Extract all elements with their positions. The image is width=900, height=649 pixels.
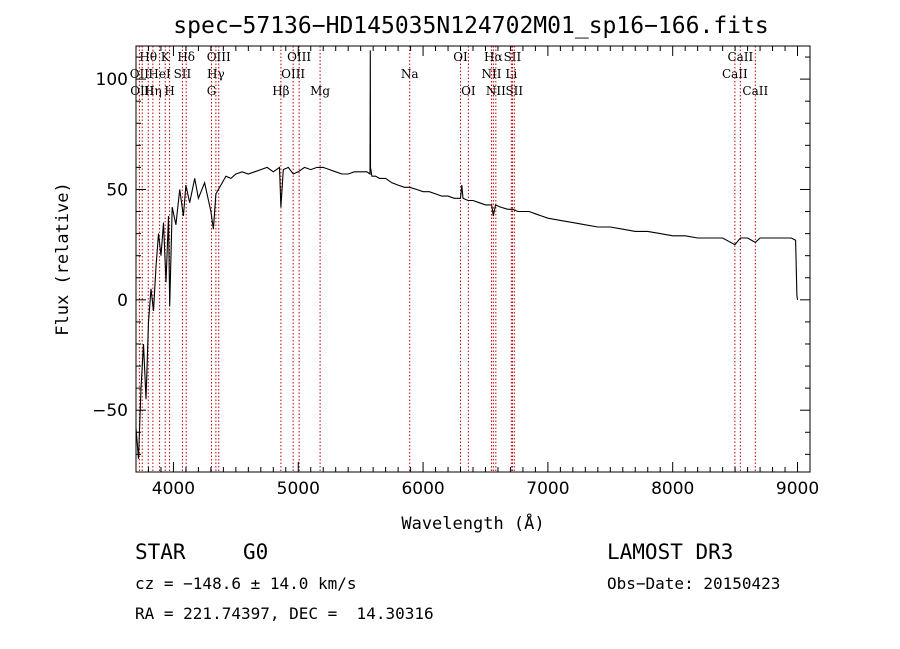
- line-marker-label: Hβ: [272, 84, 289, 98]
- line-marker-label: HeI: [148, 67, 171, 81]
- line-marker-label: K: [161, 50, 171, 64]
- y-axis-ticks: −50 0 50 100: [92, 56, 810, 455]
- line-marker-label: OIII: [281, 67, 305, 81]
- line-marker-label: Mg: [310, 84, 330, 98]
- observation-date: Obs−Date: 20150423: [607, 574, 781, 593]
- y-tick-label: 0: [117, 291, 128, 311]
- line-marker-label: Hγ: [207, 67, 225, 81]
- line-marker-label: H: [164, 84, 174, 98]
- line-marker-label: OI: [453, 50, 468, 64]
- coordinates: RA = 221.74397, DEC = 14.30316: [135, 604, 434, 623]
- line-marker-label: CaII: [742, 84, 768, 98]
- plot-frame: [135, 45, 811, 473]
- subclass: G0: [243, 540, 269, 564]
- line-marker-label: Li: [505, 67, 517, 81]
- x-tick-label: 9000: [776, 479, 819, 499]
- line-marker-label: OIII: [287, 50, 311, 64]
- x-tick-label: 7000: [526, 479, 569, 499]
- spectrum-line: [135, 50, 799, 459]
- x-tick-label: 5000: [277, 479, 320, 499]
- line-marker-label: OI: [461, 84, 476, 98]
- y-tick-label: −50: [92, 401, 128, 421]
- line-marker-label: NII: [486, 84, 506, 98]
- y-axis-label: Flux (relative): [53, 182, 73, 336]
- line-marker-label: NII: [481, 67, 501, 81]
- line-marker-label: Hδ: [177, 50, 195, 64]
- redshift-velocity: cz = −148.6 ± 14.0 km/s: [135, 574, 357, 593]
- line-marker-label: SII: [505, 84, 523, 98]
- line-marker-label: SII: [504, 50, 522, 64]
- chart-title: spec−57136−HD145035N124702M01_sp16−166.f…: [173, 13, 768, 39]
- x-axis-label: Wavelength (Å): [401, 512, 544, 534]
- line-marker-label: Na: [401, 67, 419, 81]
- x-tick-label: 8000: [651, 479, 694, 499]
- y-tick-label: 100: [96, 70, 128, 90]
- line-marker-label: CaII: [722, 67, 748, 81]
- line-marker-label: CaII: [727, 50, 753, 64]
- line-marker-label: SII: [174, 67, 192, 81]
- line-marker-label: Hα: [484, 50, 503, 64]
- y-tick-label: 50: [106, 180, 128, 200]
- x-axis-ticks: 4000 5000 6000 7000 8000 9000: [135, 46, 819, 499]
- line-marker-label: Hη: [144, 84, 162, 98]
- line-marker-label: G: [207, 84, 217, 98]
- x-tick-label: 4000: [152, 479, 195, 499]
- survey-name: LAMOST DR3: [607, 540, 734, 564]
- line-marker-label: OII: [130, 67, 150, 81]
- x-tick-label: 6000: [401, 479, 444, 499]
- line-marker-label: OIII: [207, 50, 231, 64]
- object-class: STAR: [135, 540, 186, 564]
